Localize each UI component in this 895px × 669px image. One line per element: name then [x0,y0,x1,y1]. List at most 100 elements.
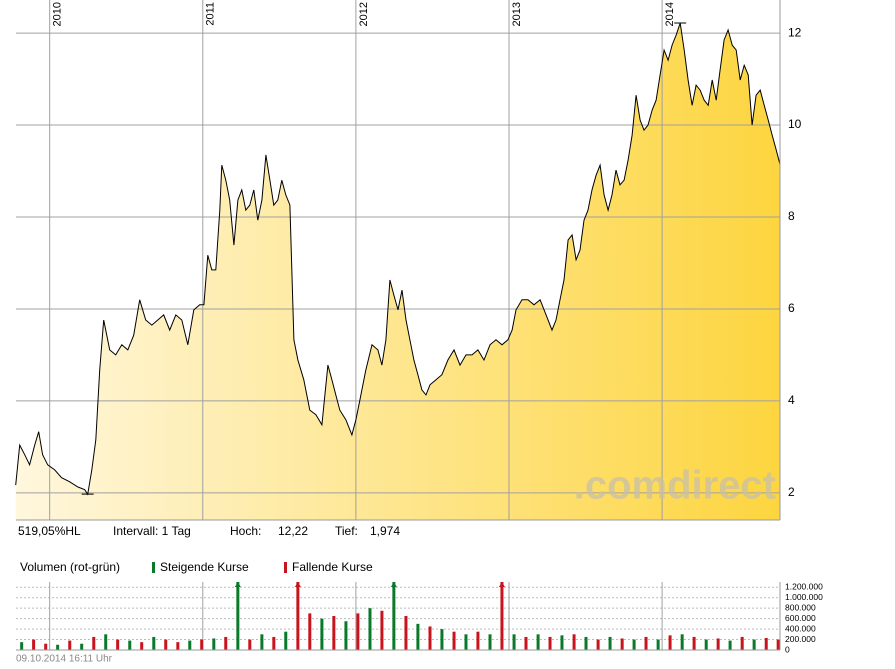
bar [140,642,144,650]
bar [644,636,648,650]
watermark: .comdirect [574,464,776,508]
low-label: Tief: [335,524,358,538]
bar [404,616,408,650]
bar [332,616,336,650]
overflow-arrow [294,582,301,587]
interval-text: Intervall: 1 Tag [113,524,191,538]
x-tick-label: 2012 [358,2,370,26]
bar [104,634,108,650]
y-tick-label: 4 [788,393,795,407]
bar [224,636,228,650]
y-tick-label: 12 [788,25,802,39]
y-tick-label: 10 [788,117,802,131]
bar [32,639,36,650]
y-tick-label: 400.000 [785,623,816,633]
bar [596,639,600,650]
volume-title: Volumen (rot-grün) [20,560,120,574]
x-tick-label: 2010 [52,2,64,26]
x-tick-label: 2013 [511,2,523,26]
bar [188,640,192,650]
overflow-arrow [234,582,241,587]
change-text: 519,05%HL [18,524,81,538]
bar [380,610,384,650]
area-fill [15,23,781,520]
bar [440,629,444,650]
bar [176,642,180,650]
bar [776,639,780,650]
y-tick-label: 600.000 [785,613,816,623]
y-tick-label: 800.000 [785,602,816,612]
y-tick-label: 1.200.000 [785,581,823,591]
bar [668,635,672,650]
bar [260,634,264,650]
bar [200,639,204,650]
bar [764,637,768,650]
bar [116,639,120,650]
bar [392,582,396,650]
bar [212,638,216,650]
overflow-arrow [390,582,397,587]
volume-bars [20,582,780,650]
bar [524,636,528,650]
bar [476,631,480,650]
bar [68,640,72,650]
x-tick-label: 2014 [664,2,676,26]
bar [740,636,744,650]
bar [272,636,276,650]
plot-frame [16,0,781,521]
bar [632,639,636,650]
bar [620,638,624,650]
legend-label: Fallende Kurse [292,560,373,574]
bar [416,623,420,650]
overflow-arrow [498,582,505,587]
footer-date: 09.10.2014 16:11 Uhr [16,654,113,665]
legend-swatch [284,562,287,573]
bar [692,636,696,650]
low-value: 1,974 [370,524,400,538]
legend-swatch [152,562,155,573]
y-tick-label: 8 [788,209,795,223]
bar [344,621,348,650]
bar [728,640,732,650]
bar [284,631,288,650]
bar [464,634,468,650]
bar [308,613,312,650]
bar [512,634,516,650]
bar [248,639,252,650]
bar [320,618,324,650]
bar [680,634,684,650]
y-tick-label: 2 [788,485,795,499]
plot-frame [16,582,781,651]
y-tick-label: 1.000.000 [785,592,823,602]
bar [20,642,24,650]
y-tick-label: 0 [785,644,790,654]
bar [152,636,156,650]
y-tick-label: 6 [788,301,795,315]
bar [164,639,168,650]
high-value: 12,22 [278,524,308,538]
bar [500,582,504,650]
bar [428,626,432,650]
high-label: Hoch: [230,524,261,538]
bar [44,643,48,650]
bar [356,613,360,650]
x-tick-label: 2011 [205,2,217,26]
bar [752,639,756,650]
bar [608,636,612,650]
legend-label: Steigende Kurse [160,560,249,574]
bar [536,634,540,650]
bar [368,608,372,650]
bar [584,636,588,650]
bar [716,638,720,650]
bar [548,636,552,650]
bar [92,636,96,650]
bar [704,639,708,650]
bar [296,582,300,650]
bar [560,635,564,650]
bar [656,639,660,650]
bar [80,643,84,650]
bar [56,644,60,650]
y-tick-label: 200.000 [785,634,816,644]
bar [236,582,240,650]
